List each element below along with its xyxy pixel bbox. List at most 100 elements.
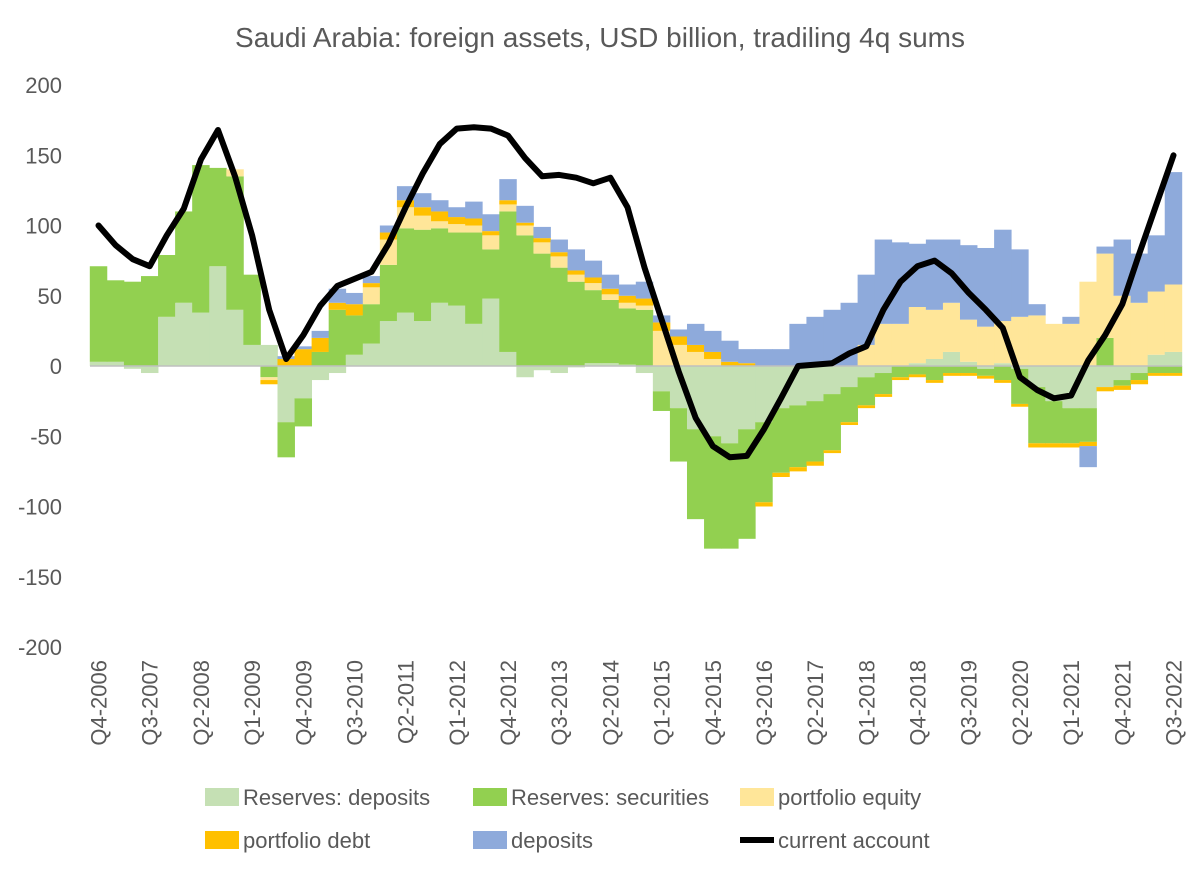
bar-portfolio-debt [1164,373,1183,376]
bar-reserves-securities [959,366,978,374]
bar-reserves-deposits [1079,366,1097,409]
bar-portfolio-debt [311,337,330,352]
y-tick-label: 0 [50,354,62,379]
bar-reserves-securities [123,281,142,366]
bar-portfolio-equity [516,225,534,236]
bar-reserves-securities [533,253,551,366]
bar-reserves-securities [328,309,347,366]
bar-reserves-deposits [1045,366,1063,402]
bar-reserves-securities [823,394,841,451]
bar-portfolio-debt [1147,373,1166,376]
bar-portfolio-debt [550,252,568,257]
bar-reserves-securities [140,276,159,366]
bar-portfolio-equity [704,358,722,366]
bar-deposits [550,239,568,253]
bar-portfolio-debt [686,344,705,352]
bar-portfolio-equity [925,309,944,359]
bar-reserves-securities [379,264,398,322]
bar-reserves-securities [106,280,125,362]
bar-reserves-deposits [874,366,893,374]
legend-swatch-portfolio-debt [205,831,239,849]
bar-reserves-deposits [431,302,449,366]
bar-portfolio-debt [1096,387,1114,392]
bar-deposits [294,346,313,350]
legend: Reserves: deposits Reserves: securities po… [205,785,930,853]
line-layer [95,124,1177,461]
bar-deposits [1011,249,1029,317]
bar-deposits [448,207,466,218]
x-tick-label: Q3-2019 [957,660,982,746]
bar-reserves-securities [294,398,313,427]
bar-reserves-deposits [738,366,756,430]
x-tick-label: Q2-2008 [189,660,214,746]
bar-deposits [618,284,637,296]
bar-reserves-securities [635,309,654,366]
bar-reserves-securities [431,228,449,303]
bar-deposits [533,226,551,239]
x-tick-label: Q3-2022 [1161,660,1186,746]
bar-reserves-securities [891,366,910,378]
bar-reserves-securities [465,232,483,324]
bar-reserves-deposits [294,366,313,399]
bar-deposits [482,214,500,232]
bar-reserves-deposits [977,366,995,369]
bar-portfolio-equity [1079,281,1097,366]
bar-portfolio-debt [891,377,910,381]
y-tick-label: 50 [38,284,62,309]
bar-reserves-deposits [908,363,927,366]
bar-reserves-securities [994,366,1012,381]
bar-portfolio-debt [908,374,927,378]
bar-deposits [601,274,620,289]
bar-reserves-securities [755,422,773,503]
bar-reserves-securities [1147,366,1166,374]
bar-portfolio-debt [925,380,944,383]
bar-deposits [431,200,449,212]
x-tick-label: Q4-2009 [291,660,316,746]
bar-reserves-deposits [328,366,347,374]
bar-deposits [413,193,432,208]
bar-portfolio-equity [977,326,995,366]
bar-portfolio-debt [345,304,364,316]
bar-reserves-deposits [482,298,500,366]
bar-deposits [379,225,398,233]
bar-reserves-deposits [243,344,261,366]
bar-reserves-securities [396,228,415,313]
bar-deposits [1062,316,1080,324]
bar-reserves-securities [243,274,261,345]
bar-portfolio-debt [294,349,313,366]
bar-reserves-securities [1079,408,1097,442]
bar-reserves-securities [874,373,893,395]
bar-reserves-deposits [260,344,278,366]
bar-portfolio-debt [942,373,961,376]
bar-reserves-securities [618,308,637,365]
bar-reserves-securities [1164,366,1183,374]
bar-reserves-securities [1062,408,1080,444]
bar-portfolio-equity [908,306,927,364]
bar-reserves-securities [721,443,739,549]
bar-reserves-securities [669,408,688,462]
bar-reserves-securities [840,387,859,423]
bar-reserves-securities [772,408,790,473]
bar-portfolio-debt [465,218,483,226]
bar-portfolio-equity [942,302,961,352]
bar-reserves-securities [209,167,227,267]
bar-deposits [311,330,330,338]
bar-deposits [516,205,534,223]
y-tick-label: 150 [25,143,62,168]
bar-deposits [721,340,739,362]
legend-label-reserves-securities: Reserves: securities [511,785,709,810]
bar-reserves-deposits [1147,354,1166,366]
y-tick-label: -200 [18,635,62,660]
bar-portfolio-debt [448,217,466,225]
bar-deposits [789,323,807,366]
bar-deposits [908,243,927,307]
bar-portfolio-debt [1062,443,1080,448]
bar-reserves-deposits [192,312,210,366]
bar-reserves-deposits [925,358,944,366]
bar-portfolio-debt [994,380,1012,383]
bar-portfolio-equity [431,221,449,229]
bar-portfolio-equity [260,377,278,381]
x-axis: Q4-2006 Q3-2007 Q2-2008 Q1-2009 Q4-2009 Q3-20… [87,660,1187,746]
bar-reserves-securities [311,351,330,366]
